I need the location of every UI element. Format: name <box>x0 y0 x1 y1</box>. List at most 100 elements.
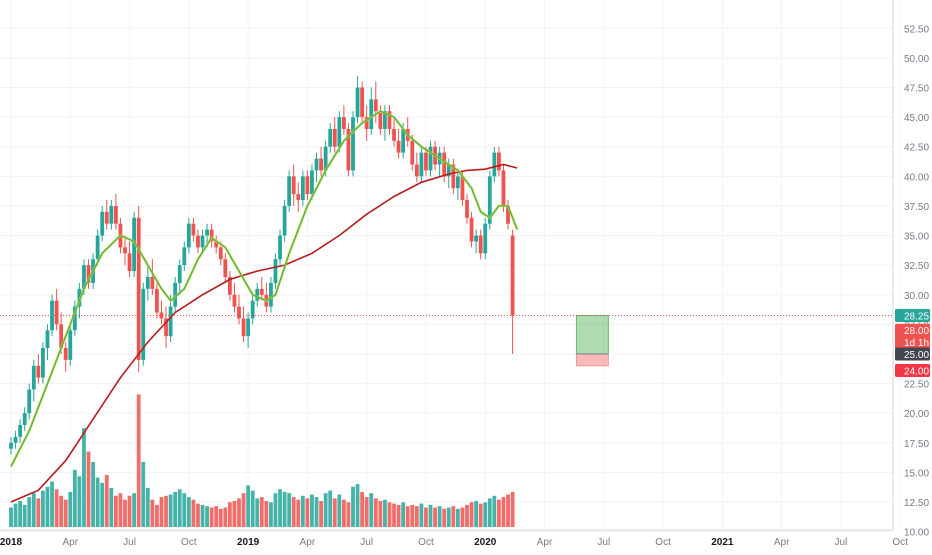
y-tick-label[interactable]: 10.00 <box>904 528 929 539</box>
y-tick-label[interactable]: 22.50 <box>904 380 929 391</box>
y-tick-label[interactable]: 15.00 <box>904 468 929 479</box>
x-tick-label[interactable]: Apr <box>774 537 790 548</box>
volume-bar <box>332 498 337 527</box>
y-tick-label[interactable]: 47.50 <box>904 84 929 95</box>
volume-bar <box>506 494 510 527</box>
volume-bar <box>241 493 246 527</box>
y-tick-label[interactable]: 35.00 <box>904 232 929 243</box>
candle-body <box>82 265 86 289</box>
volume-bar <box>487 498 492 527</box>
x-tick-label[interactable]: 2021 <box>711 537 734 548</box>
volume-bar <box>41 490 45 527</box>
y-tick-label[interactable]: 37.50 <box>904 202 929 213</box>
candle-body <box>186 223 191 248</box>
candle-body <box>296 194 301 201</box>
candle-body <box>510 235 515 316</box>
volume-bar <box>396 504 401 527</box>
volume-bar <box>273 493 278 527</box>
candle-body <box>355 87 360 118</box>
volume-bar <box>218 508 223 527</box>
volume-bars <box>9 394 515 527</box>
candle-body <box>387 111 392 129</box>
y-tick-label[interactable]: 50.00 <box>904 54 929 65</box>
x-tick-label[interactable]: Jul <box>123 537 136 548</box>
y-axis-ticks[interactable]: 10.0012.5015.0017.5020.0022.5025.0027.50… <box>904 24 929 538</box>
volume-bar <box>9 507 13 527</box>
candle-body <box>246 318 251 337</box>
price-badge <box>895 347 930 361</box>
volume-bar <box>364 497 369 527</box>
y-tick-label[interactable]: 17.50 <box>904 439 929 450</box>
x-tick-label[interactable]: Apr <box>62 537 78 548</box>
volume-bar <box>155 504 159 527</box>
volume-bar <box>182 493 187 527</box>
x-tick-label[interactable]: Jul <box>835 537 848 548</box>
volume-bar <box>405 506 410 527</box>
x-tick-label[interactable]: Oct <box>892 537 908 548</box>
y-tick-label[interactable]: 12.50 <box>904 498 929 509</box>
volume-bar <box>59 495 64 527</box>
volume-bar <box>314 497 319 527</box>
volume-bar <box>424 507 428 527</box>
candle-body <box>36 365 41 378</box>
volume-bar <box>474 501 479 527</box>
x-tick-label[interactable]: 2020 <box>474 537 497 548</box>
x-tick-label[interactable]: Jul <box>360 537 373 548</box>
x-tick-label[interactable]: Oct <box>181 537 197 548</box>
candle-body <box>168 306 173 337</box>
candle-body <box>155 288 159 313</box>
volume-bar <box>328 490 333 527</box>
volume-bar <box>369 493 374 527</box>
volume-bar <box>455 508 460 527</box>
volume-bar <box>173 491 178 527</box>
volume-bar <box>469 502 474 527</box>
slow-moving-average-line <box>10 163 518 503</box>
volume-bar <box>232 501 237 527</box>
volume-bar <box>510 491 515 527</box>
volume-bar <box>205 506 209 527</box>
position-box[interactable] <box>575 314 609 367</box>
candle-body <box>360 87 365 118</box>
candle-body <box>410 140 415 165</box>
candle-body <box>446 164 451 177</box>
candle-body <box>95 235 100 260</box>
volume-bar <box>104 475 109 527</box>
y-tick-label[interactable]: 30.00 <box>904 291 929 302</box>
candle-body <box>223 259 228 277</box>
position-stop-zone[interactable] <box>575 353 609 367</box>
position-target-zone[interactable] <box>575 314 609 355</box>
volume-bar <box>27 497 32 527</box>
x-tick-label[interactable]: 2018 <box>0 537 23 548</box>
y-tick-label[interactable]: 45.00 <box>904 113 929 124</box>
volume-bar <box>460 507 465 527</box>
volume-bar <box>501 497 506 527</box>
volume-bar <box>100 482 105 527</box>
x-tick-label[interactable]: Oct <box>418 537 434 548</box>
x-axis-ticks[interactable]: 2018 Apr Jul Oct 2019 Apr Jul Oct 2020 Apr Jul Oct 2… <box>0 537 908 548</box>
volume-bar <box>164 495 168 527</box>
x-tick-label[interactable]: Oct <box>655 537 671 548</box>
x-tick-label[interactable]: Jul <box>597 537 610 548</box>
volume-bar <box>159 497 164 527</box>
volume-bar <box>446 507 451 527</box>
x-tick-label[interactable]: Apr <box>537 537 553 548</box>
volume-bar <box>433 507 437 527</box>
candle-body <box>50 300 54 331</box>
x-tick-label[interactable]: Apr <box>300 537 316 548</box>
y-tick-label[interactable]: 42.50 <box>904 143 929 154</box>
volume-bar <box>31 493 36 527</box>
y-tick-label[interactable]: 52.50 <box>904 24 929 35</box>
volume-bar <box>465 504 469 527</box>
y-tick-label[interactable]: 40.00 <box>904 172 929 183</box>
y-tick-label[interactable]: 20.00 <box>904 409 929 420</box>
candle-body <box>18 425 23 437</box>
volume-bar <box>63 499 68 527</box>
candle-body <box>123 247 127 254</box>
volume-bar <box>410 504 415 527</box>
x-tick-label[interactable]: 2019 <box>237 537 260 548</box>
candle-body <box>173 282 178 307</box>
y-tick-label[interactable]: 32.50 <box>904 261 929 272</box>
candle-body <box>63 348 68 360</box>
price-badge <box>895 323 930 337</box>
volume-bar <box>296 499 301 527</box>
